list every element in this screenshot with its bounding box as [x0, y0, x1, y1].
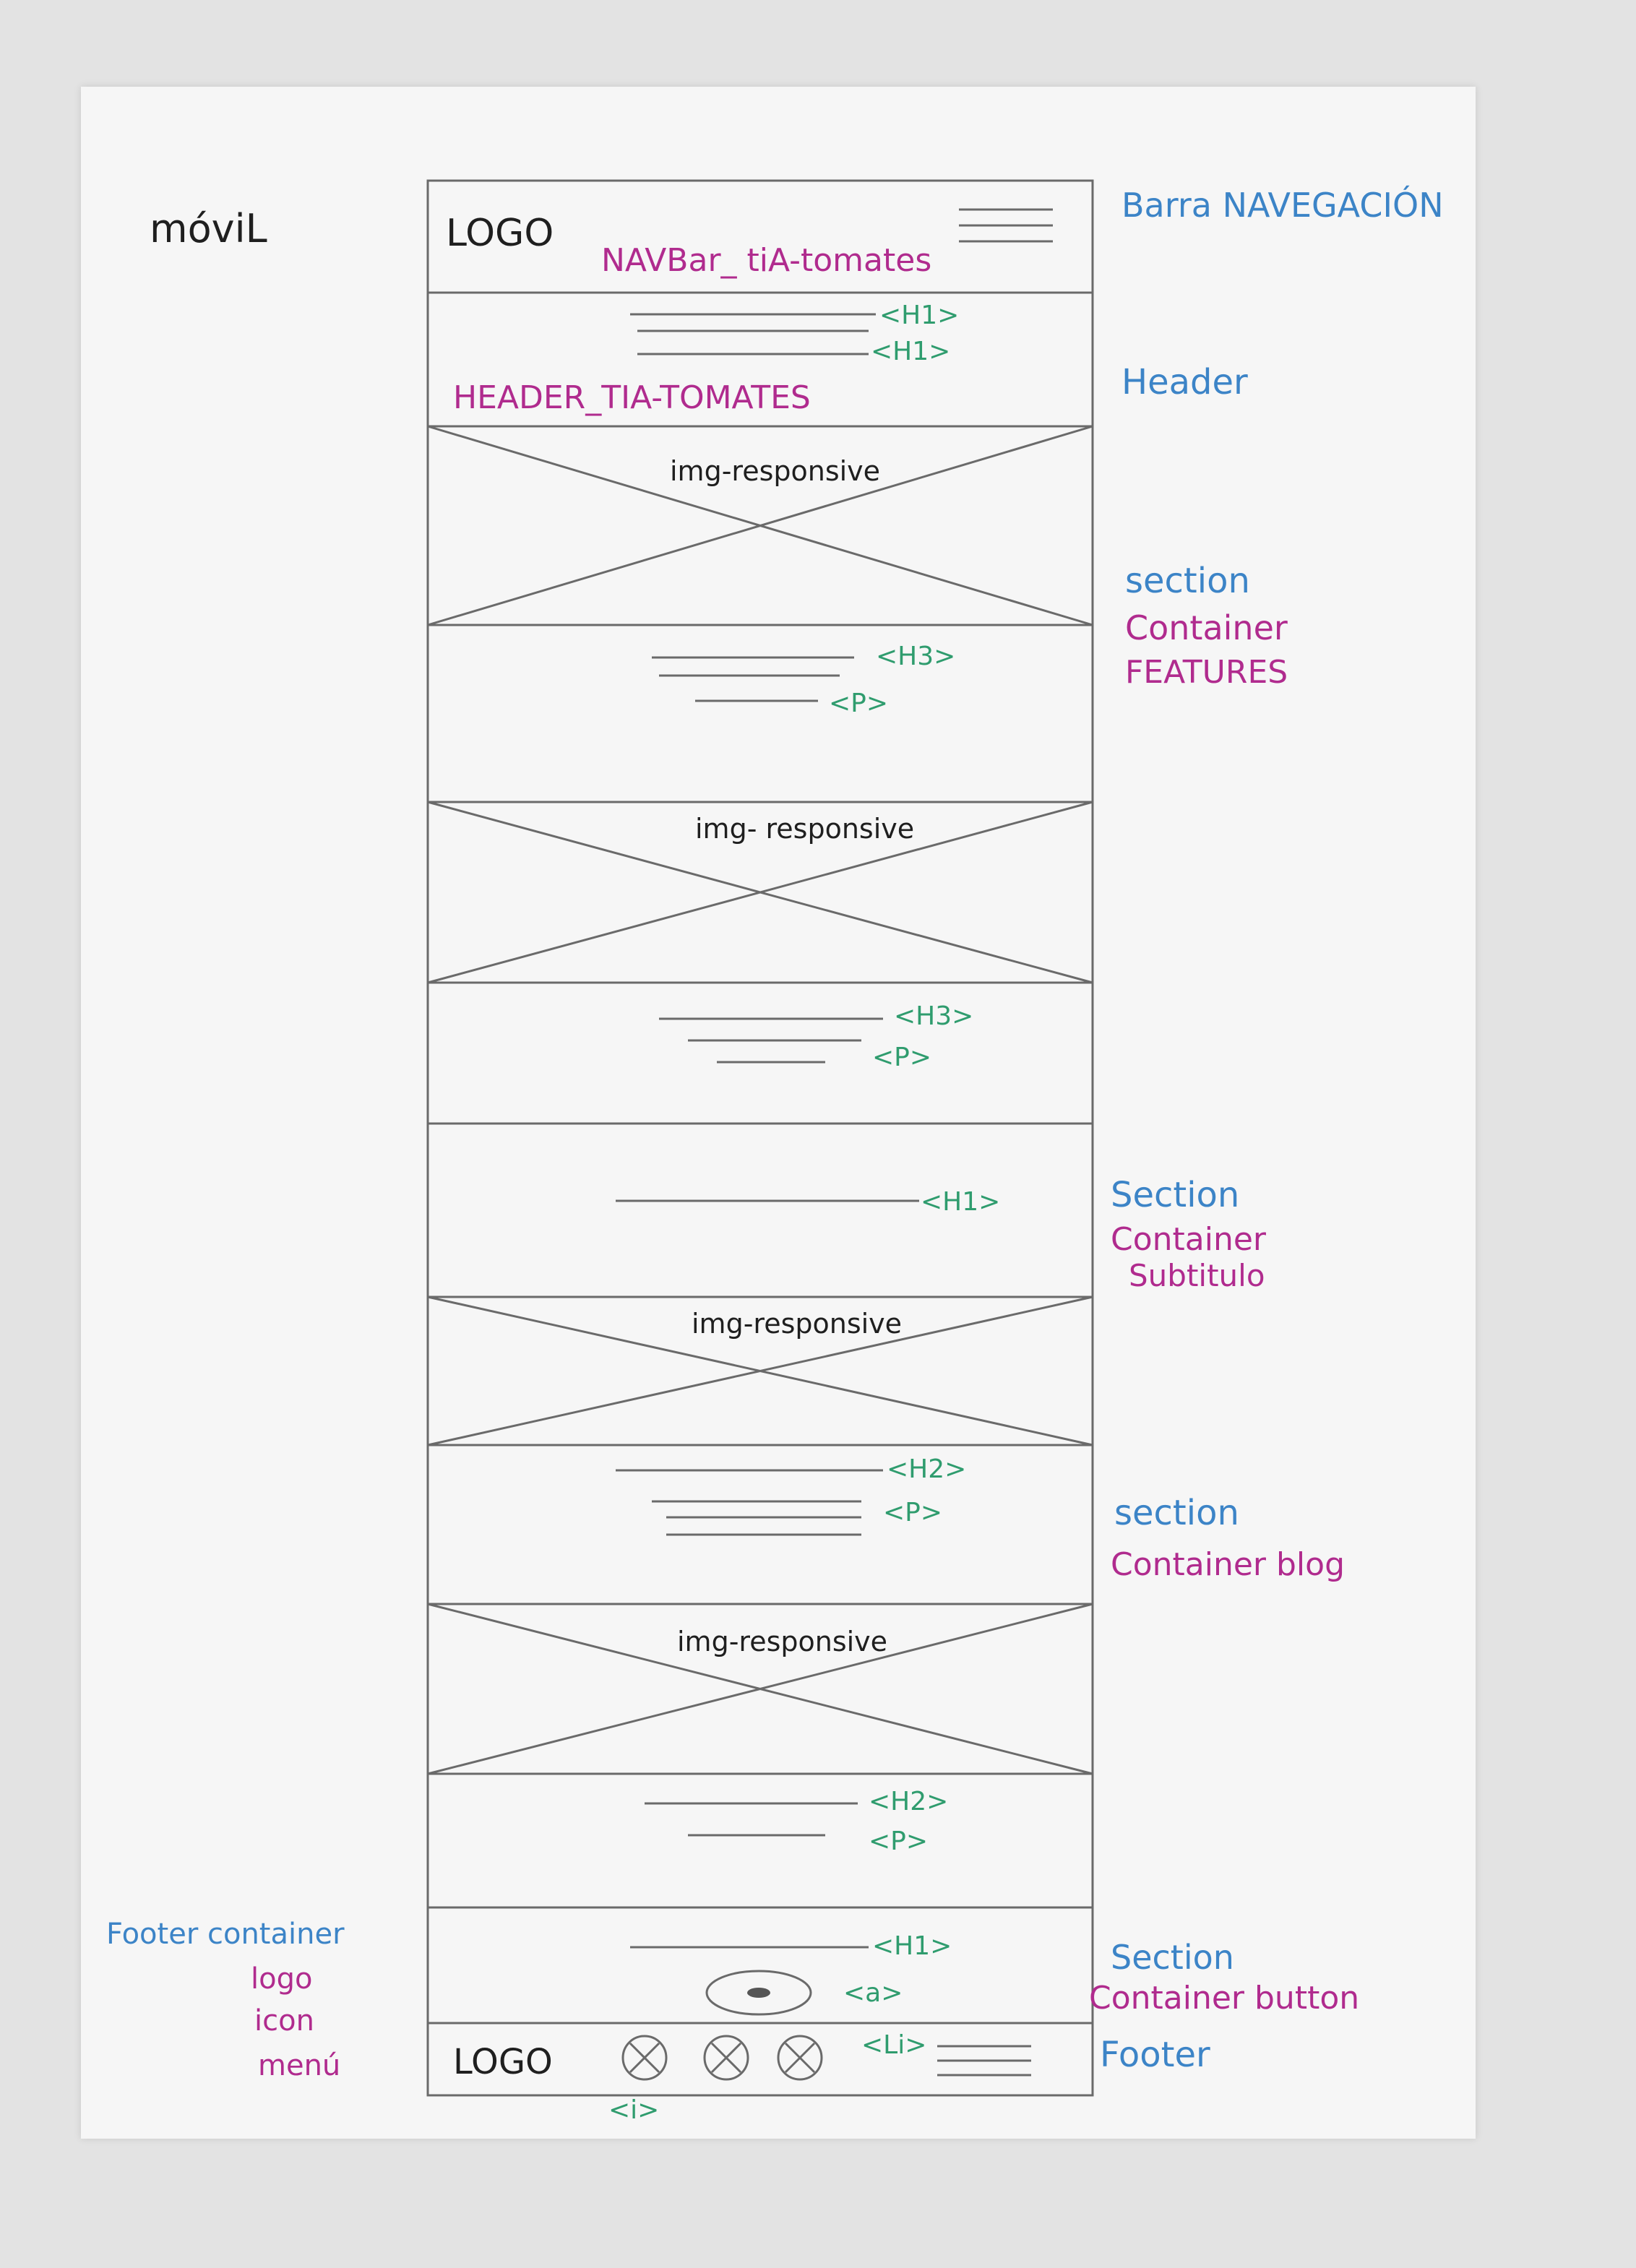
blog-h2-1: <H2>	[887, 1454, 966, 1484]
mobile-frame	[426, 179, 1094, 2097]
footer-note-1: Footer container	[106, 1918, 345, 1951]
footer-icon-1	[621, 2035, 668, 2081]
footer-menu-lines	[937, 2045, 1031, 2077]
footer-side-label: Footer	[1100, 2035, 1210, 2075]
footer-icon-2	[703, 2035, 749, 2081]
blog-side-label-2: Container blog	[1111, 1546, 1345, 1583]
img-placeholder-2	[427, 801, 1093, 984]
navbar-logo: LOGO	[446, 212, 554, 255]
features-h3-2: <H3>	[894, 1001, 973, 1031]
blog-p-1: <P>	[883, 1498, 942, 1527]
blog-h2-2: <H2>	[869, 1787, 948, 1816]
footer-note-2: logo	[251, 1962, 312, 1996]
footer-note-4: menú	[258, 2049, 340, 2082]
navbar-side-label: Barra NAVEGACIÓN	[1121, 186, 1444, 225]
button-side-label-1: Section	[1111, 1938, 1234, 1977]
features-img2-label: img- responsive	[695, 813, 914, 845]
header-tag-1: <H1>	[879, 301, 959, 330]
header-side-label: Header	[1121, 362, 1248, 402]
features-h3-1: <H3>	[876, 642, 955, 671]
subtitle-h1: <H1>	[921, 1187, 1000, 1217]
page-title: móviL	[150, 206, 267, 251]
subtitle-side-label-2: Container	[1111, 1221, 1267, 1258]
footer-icon-3	[777, 2035, 823, 2081]
img-placeholder-4	[427, 1603, 1093, 1775]
blog-p-2: <P>	[869, 1827, 928, 1856]
features-p-2: <P>	[872, 1043, 931, 1072]
img-placeholder-3	[427, 1295, 1093, 1446]
features-side-label-1: section	[1125, 561, 1250, 601]
features-side-label-2: Container	[1125, 608, 1288, 647]
footer-i-tag: <i>	[608, 2095, 659, 2125]
footer-li-tag: <Li>	[861, 2030, 926, 2060]
header-tag-2: <H1>	[871, 337, 950, 366]
header-name: HEADER_TIA-TOMATES	[453, 379, 811, 416]
navbar-name: NAVBar_ tiA-tomates	[601, 242, 931, 279]
features-side-label-3: FEATURES	[1125, 654, 1288, 691]
hamburger-menu-icon	[959, 208, 1053, 243]
subtitle-side-label-1: Section	[1111, 1175, 1239, 1215]
blog-img2-label: img-responsive	[677, 1626, 887, 1657]
paper-sheet: móviL LOGO NAVBar_ tiA-tomates Barra NAV…	[81, 87, 1476, 2139]
button-side-label-2: Container button	[1089, 1980, 1359, 2017]
wireframe-sketch: móviL LOGO NAVBar_ tiA-tomates Barra NAV…	[106, 179, 1444, 2125]
features-p-1: <P>	[829, 689, 888, 718]
footer-logo: LOGO	[453, 2042, 553, 2082]
button-shape	[705, 1970, 812, 2016]
footer-note-3: icon	[254, 2004, 314, 2038]
blog-side-label-1: section	[1114, 1493, 1239, 1533]
img-placeholder-1	[427, 425, 1093, 626]
features-img1-label: img-responsive	[670, 455, 880, 487]
subtitle-side-label-3: Subtitulo	[1129, 1258, 1265, 1293]
button-section-h1: <H1>	[872, 1931, 952, 1961]
button-section-a: <a>	[843, 1978, 903, 2008]
blog-img1-label: img-responsive	[692, 1308, 902, 1340]
